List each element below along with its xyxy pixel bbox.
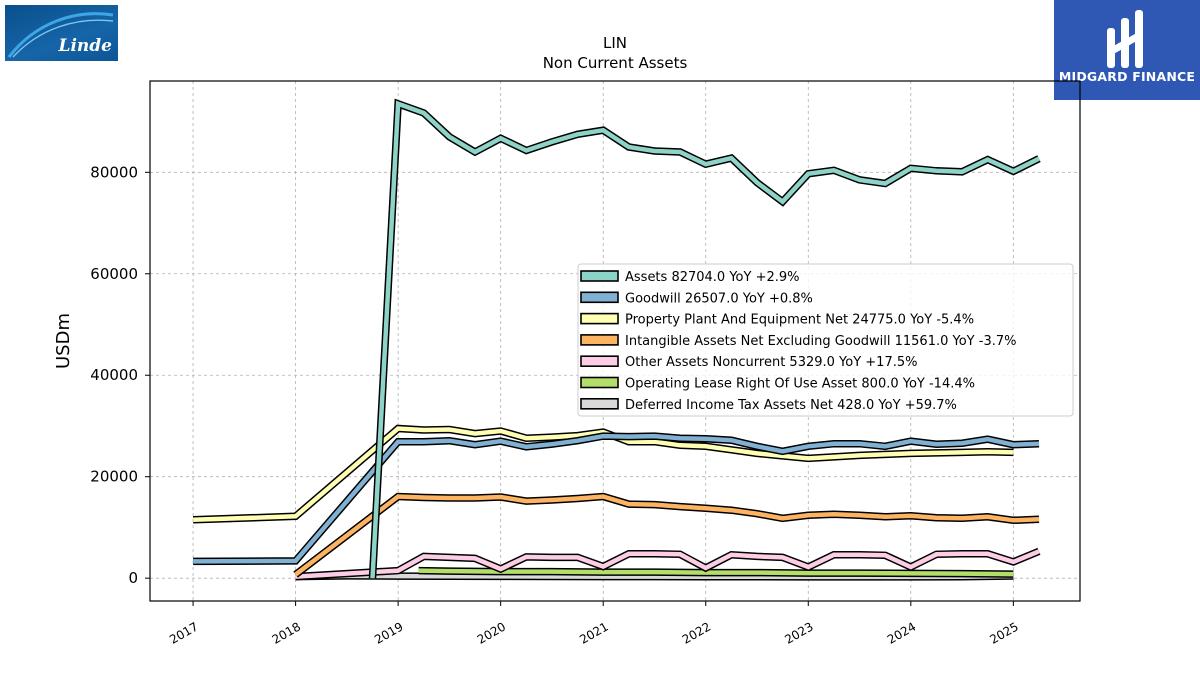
series-line — [418, 566, 1014, 578]
chart-title: LIN — [603, 34, 627, 52]
linde-swoosh-icon — [7, 12, 114, 58]
midgard-finance-logo: MIDGARD FINANCE — [1054, 0, 1200, 100]
legend-label: Deferred Income Tax Assets Net 428.0 YoY… — [625, 398, 957, 413]
y-tick-label: 0 — [128, 569, 138, 587]
series-line — [293, 492, 1040, 578]
linde-logo: Linde — [5, 5, 118, 61]
legend-label: Intangible Assets Net Excluding Goodwill… — [625, 334, 1016, 349]
x-tick-label: 2020 — [475, 619, 508, 646]
legend-swatch — [580, 355, 619, 368]
legend-box — [577, 263, 1074, 417]
legend-label: Operating Lease Right Of Use Asset 800.0… — [625, 377, 975, 392]
midgard-emblem-icon — [1107, 10, 1143, 68]
x-tick-label: 2018 — [270, 619, 303, 646]
legend-swatch — [580, 312, 619, 325]
series-line-fill — [295, 549, 1040, 579]
y-axis-label: USDm — [53, 313, 74, 369]
legend-swatch — [580, 270, 619, 282]
y-tick-label: 80000 — [90, 163, 138, 181]
legend-swatch — [580, 397, 619, 410]
y-tick-label: 60000 — [90, 265, 138, 283]
legend-label: Goodwill 26507.0 YoY +0.8% — [625, 291, 813, 306]
y-tick-label: 40000 — [90, 366, 138, 384]
x-tick-label: 2023 — [782, 619, 815, 646]
y-tick-label: 20000 — [90, 468, 138, 486]
series-line — [193, 432, 1040, 566]
series-line — [295, 547, 1041, 581]
x-tick-label: 2019 — [372, 619, 405, 646]
series-line — [368, 98, 1041, 579]
series-line — [192, 424, 1014, 524]
x-tick-label: 2024 — [885, 619, 918, 646]
x-tick-label: 2017 — [167, 619, 200, 646]
x-tick-label: 2022 — [680, 619, 713, 646]
linde-logo-text: Linde — [58, 36, 112, 56]
midgard-logo-text: MIDGARD FINANCE — [1058, 69, 1196, 84]
x-tick-label: 2025 — [987, 619, 1020, 646]
x-tick-label: 2021 — [577, 619, 610, 646]
legend-swatch — [580, 376, 619, 389]
series-line-fill — [193, 426, 1014, 523]
legend-swatch — [580, 334, 619, 346]
series-line-fill — [294, 494, 1040, 577]
series-lines — [192, 98, 1041, 581]
chart-subtitle: Non Current Assets — [543, 54, 688, 72]
legend-swatch — [580, 291, 619, 304]
series-line-fill — [370, 100, 1040, 579]
series-line-fill — [193, 433, 1040, 564]
legend-label: Assets 82704.0 YoY +2.9% — [625, 270, 800, 285]
plot-frame — [149, 80, 1081, 602]
legend-label: Other Assets Noncurrent 5329.0 YoY +17.5… — [625, 355, 917, 370]
legend: Assets 82704.0 YoY +2.9% Goodwill 26507.0… — [577, 263, 1074, 417]
legend-label: Property Plant And Equipment Net 24775.0… — [625, 313, 974, 328]
